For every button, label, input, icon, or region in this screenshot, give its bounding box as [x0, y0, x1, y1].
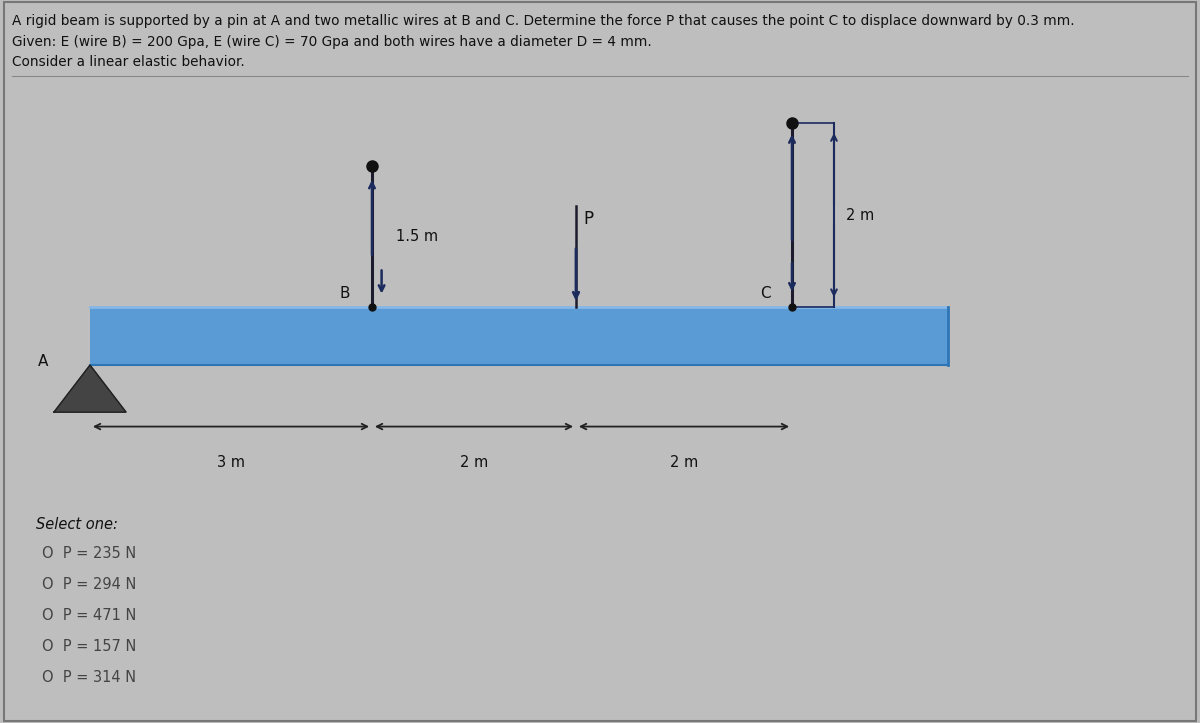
Text: Consider a linear elastic behavior.: Consider a linear elastic behavior. [12, 55, 245, 69]
Text: 3 m: 3 m [217, 455, 245, 471]
Text: C: C [760, 286, 770, 301]
Text: P: P [583, 210, 593, 228]
Text: O  P = 471 N: O P = 471 N [42, 608, 137, 623]
Polygon shape [54, 365, 126, 412]
Text: O  P = 235 N: O P = 235 N [42, 546, 137, 561]
Text: A rigid beam is supported by a pin at A and two metallic wires at B and C. Deter: A rigid beam is supported by a pin at A … [12, 14, 1075, 28]
Text: 2 m: 2 m [670, 455, 698, 471]
Text: 2 m: 2 m [460, 455, 488, 471]
Text: O  P = 314 N: O P = 314 N [42, 670, 136, 685]
Text: Given: E (wire B) = 200 Gpa, E (wire C) = 70 Gpa and both wires have a diameter : Given: E (wire B) = 200 Gpa, E (wire C) … [12, 35, 652, 48]
Text: O  P = 294 N: O P = 294 N [42, 577, 137, 592]
Text: 1.5 m: 1.5 m [396, 229, 438, 244]
Text: Select one:: Select one: [36, 517, 118, 532]
Text: B: B [340, 286, 350, 301]
Text: 2 m: 2 m [846, 208, 875, 223]
Text: O  P = 157 N: O P = 157 N [42, 639, 137, 654]
Bar [90, 307, 948, 365]
Text: A: A [37, 354, 48, 369]
